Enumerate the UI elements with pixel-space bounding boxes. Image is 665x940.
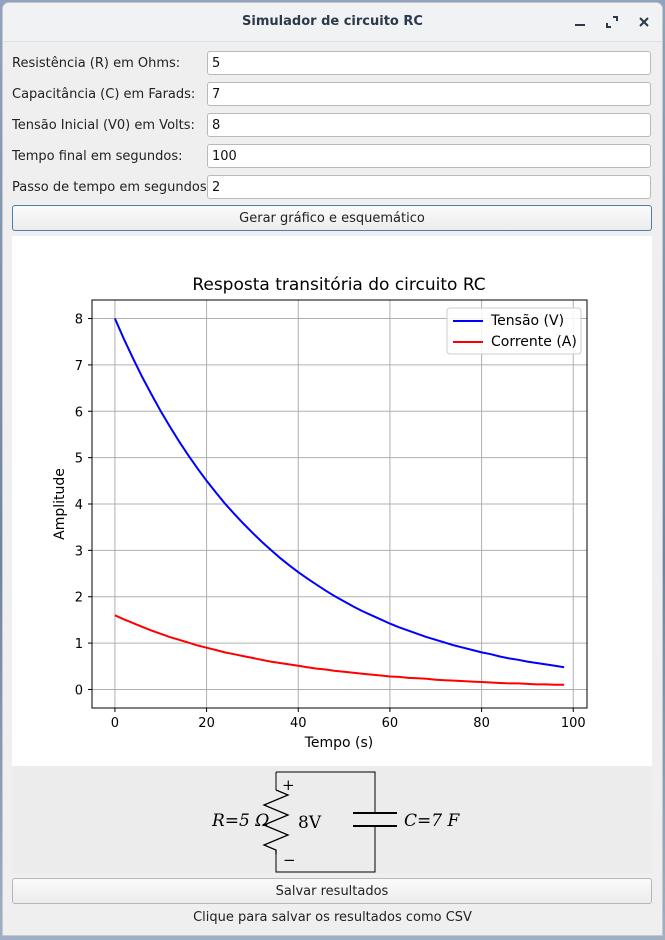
close-icon[interactable] xyxy=(633,11,655,33)
resistance-input[interactable] xyxy=(207,51,651,75)
title-bar: Simulador de circuito RC xyxy=(3,3,662,42)
legend-label-voltage: Tensão (V) xyxy=(490,313,564,329)
final-time-label: Tempo final em segundos: xyxy=(12,149,183,164)
y-tick-label: 2 xyxy=(75,591,83,606)
plus-sign: + xyxy=(282,776,295,794)
voltage-row: Tensão Inicial (V0) em Volts: xyxy=(3,113,662,139)
chart-title: Resposta transitória do circuito RC xyxy=(192,275,485,295)
resistance-row: Resistência (R) em Ohms: xyxy=(3,51,662,77)
time-step-input[interactable] xyxy=(207,175,651,199)
schematic-panel: + − R=5 Ω 8V C=7 F xyxy=(12,766,652,874)
time-step-label: Passo de tempo em segundos: xyxy=(12,180,211,195)
x-tick-label: 60 xyxy=(382,716,399,731)
resistance-label: Resistência (R) em Ohms: xyxy=(12,56,181,71)
current-series-line xyxy=(114,614,565,686)
y-tick-label: 8 xyxy=(75,313,83,328)
capacitance-label: Capacitância (C) em Farads: xyxy=(12,87,196,102)
generate-button[interactable]: Gerar gráfico e esquemático xyxy=(12,205,652,231)
y-axis-label: Amplitude xyxy=(52,468,68,540)
voltage-series-line xyxy=(113,318,565,669)
y-tick-label: 6 xyxy=(75,405,83,420)
capacitance-row: Capacitância (C) em Farads: xyxy=(3,82,662,108)
maximize-icon[interactable] xyxy=(601,11,623,33)
y-tick-label: 4 xyxy=(75,498,83,513)
x-axis-label: Tempo (s) xyxy=(304,735,374,751)
x-tick-label: 20 xyxy=(198,716,215,731)
status-text: Clique para salvar os resultados como CS… xyxy=(193,910,472,925)
rc-schematic: + − R=5 Ω 8V C=7 F xyxy=(211,771,460,873)
y-tick-label: 5 xyxy=(75,452,83,467)
x-tick-label: 40 xyxy=(290,716,307,731)
capacitance-input[interactable] xyxy=(207,82,651,106)
plot-canvas: 0 20 40 60 80 100 0 1 2 3 4 5 6 7 8 Resposta transitór… xyxy=(12,236,652,766)
resistor-label: R=5 Ω xyxy=(211,811,269,831)
minimize-icon[interactable] xyxy=(569,11,591,33)
y-tick-label: 0 xyxy=(75,683,83,698)
plot-frame xyxy=(91,299,588,709)
final-time-row: Tempo final em segundos: xyxy=(3,144,662,170)
voltage-input[interactable] xyxy=(207,113,651,137)
transient-chart: 0 20 40 60 80 100 0 1 2 3 4 5 6 7 8 Resposta transitór… xyxy=(52,275,588,751)
time-step-row: Passo de tempo em segundos: xyxy=(3,175,662,201)
minus-sign: − xyxy=(283,851,296,869)
capacitor-label: C=7 F xyxy=(404,811,460,831)
window-title: Simulador de circuito RC xyxy=(242,14,423,29)
y-tick-label: 1 xyxy=(75,637,83,652)
capacitor-gap xyxy=(352,812,398,826)
final-time-input[interactable] xyxy=(207,144,651,168)
legend-label-current: Corrente (A) xyxy=(491,334,577,350)
voltage-label: 8V xyxy=(298,813,322,833)
voltage-label: Tensão Inicial (V0) em Volts: xyxy=(12,118,195,133)
circuit-wire xyxy=(275,771,376,873)
chart-legend: Tensão (V) Corrente (A) xyxy=(446,307,582,355)
y-tick-label: 3 xyxy=(75,544,83,559)
x-tick-label: 80 xyxy=(473,716,490,731)
resistor-symbol xyxy=(262,789,290,854)
save-results-button[interactable]: Salvar resultados xyxy=(12,878,652,904)
y-tick-label: 7 xyxy=(75,359,83,374)
app-window: Simulador de circuito RC Resistência (R)… xyxy=(3,3,662,935)
x-tick-label: 100 xyxy=(561,716,586,731)
x-tick-label: 0 xyxy=(111,716,119,731)
